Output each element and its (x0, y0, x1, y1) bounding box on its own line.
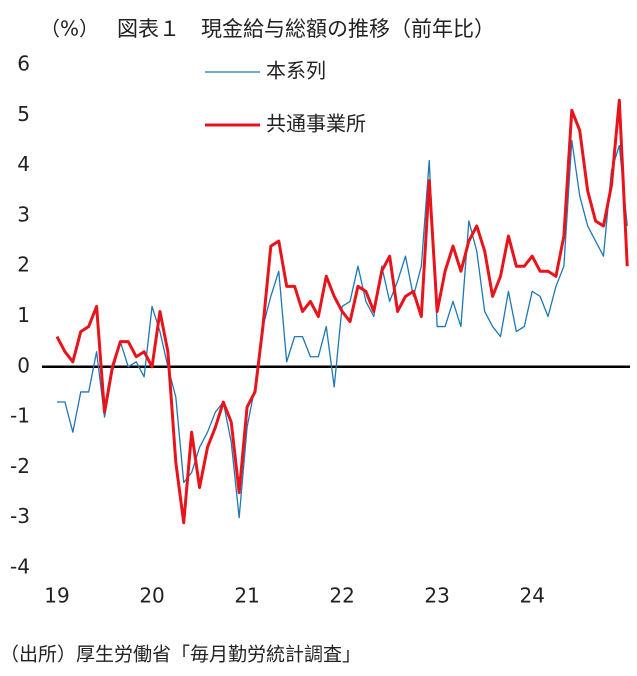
series-line (55, 98, 629, 525)
chart-title: 図表１ 現金給与総額の推移（前年比） (117, 17, 495, 41)
y-tick-label: -1 (10, 404, 30, 428)
x-tick-label: 20 (139, 584, 164, 608)
source-note: （出所）厚生労働省「毎月勤労統計調査」 (0, 644, 361, 666)
x-tick-label: 22 (329, 584, 354, 608)
y-tick-label: 5 (17, 102, 30, 126)
x-tick-label: 24 (519, 584, 544, 608)
y-tick-label: 0 (17, 353, 30, 377)
y-tick-label: 6 (17, 52, 30, 76)
legend-label: 共通事業所 (266, 112, 366, 136)
y-tick-label: -3 (10, 504, 30, 528)
y-tick-label: -2 (10, 454, 30, 478)
y-tick-label: -4 (10, 555, 30, 579)
y-tick-label: 3 (17, 202, 30, 226)
legend-label: 本系列 (266, 59, 326, 83)
y-axis-label: （%） (40, 17, 99, 41)
x-tick-label: 23 (424, 584, 449, 608)
y-tick-label: 2 (17, 253, 30, 277)
y-tick-label: 4 (17, 152, 30, 176)
x-tick-label: 19 (44, 584, 69, 608)
series-line (57, 139, 628, 519)
x-tick-label: 21 (234, 584, 259, 608)
y-tick-label: 1 (17, 303, 30, 327)
